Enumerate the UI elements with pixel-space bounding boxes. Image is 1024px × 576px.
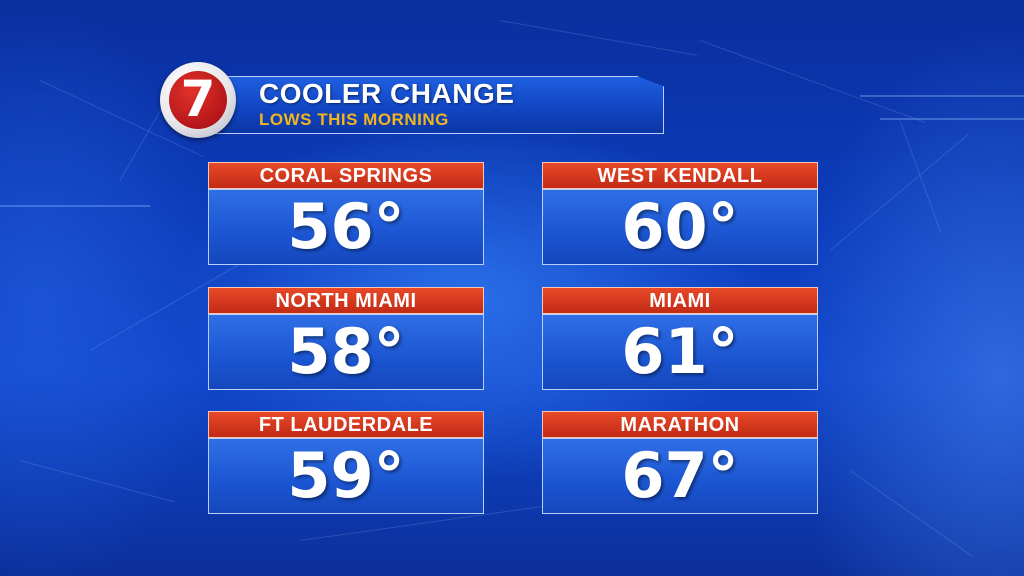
- city-name: MARATHON: [542, 411, 818, 438]
- city-card-marathon: MARATHON 67°: [542, 411, 818, 516]
- channel-7-logo: 7: [160, 62, 236, 138]
- city-card-miami: MIAMI 61°: [542, 287, 818, 392]
- city-temp: 58°: [208, 314, 484, 390]
- city-card-west-kendall: WEST KENDALL 60°: [542, 162, 818, 267]
- city-temp: 56°: [208, 189, 484, 265]
- city-name: FT LAUDERDALE: [208, 411, 484, 438]
- city-temp: 61°: [542, 314, 818, 390]
- logo-badge: 7: [169, 71, 227, 129]
- header: COOLER CHANGE LOWS THIS MORNING 7: [160, 62, 670, 142]
- city-card-ft-lauderdale: FT LAUDERDALE 59°: [208, 411, 484, 516]
- city-name: WEST KENDALL: [542, 162, 818, 189]
- page-title: COOLER CHANGE: [259, 78, 515, 109]
- page-subtitle: LOWS THIS MORNING: [259, 110, 449, 129]
- city-name: NORTH MIAMI: [208, 287, 484, 314]
- city-name: CORAL SPRINGS: [208, 162, 484, 189]
- city-name: MIAMI: [542, 287, 818, 314]
- logo-number: 7: [180, 70, 216, 128]
- decor-line: [860, 95, 1024, 97]
- city-temp: 59°: [208, 438, 484, 514]
- decor-line: [0, 205, 150, 207]
- city-temp: 67°: [542, 438, 818, 514]
- city-temp: 60°: [542, 189, 818, 265]
- decor-line: [880, 118, 1024, 120]
- title-banner: COOLER CHANGE LOWS THIS MORNING: [214, 76, 664, 134]
- city-card-coral-springs: CORAL SPRINGS 56°: [208, 162, 484, 267]
- city-card-north-miami: NORTH MIAMI 58°: [208, 287, 484, 392]
